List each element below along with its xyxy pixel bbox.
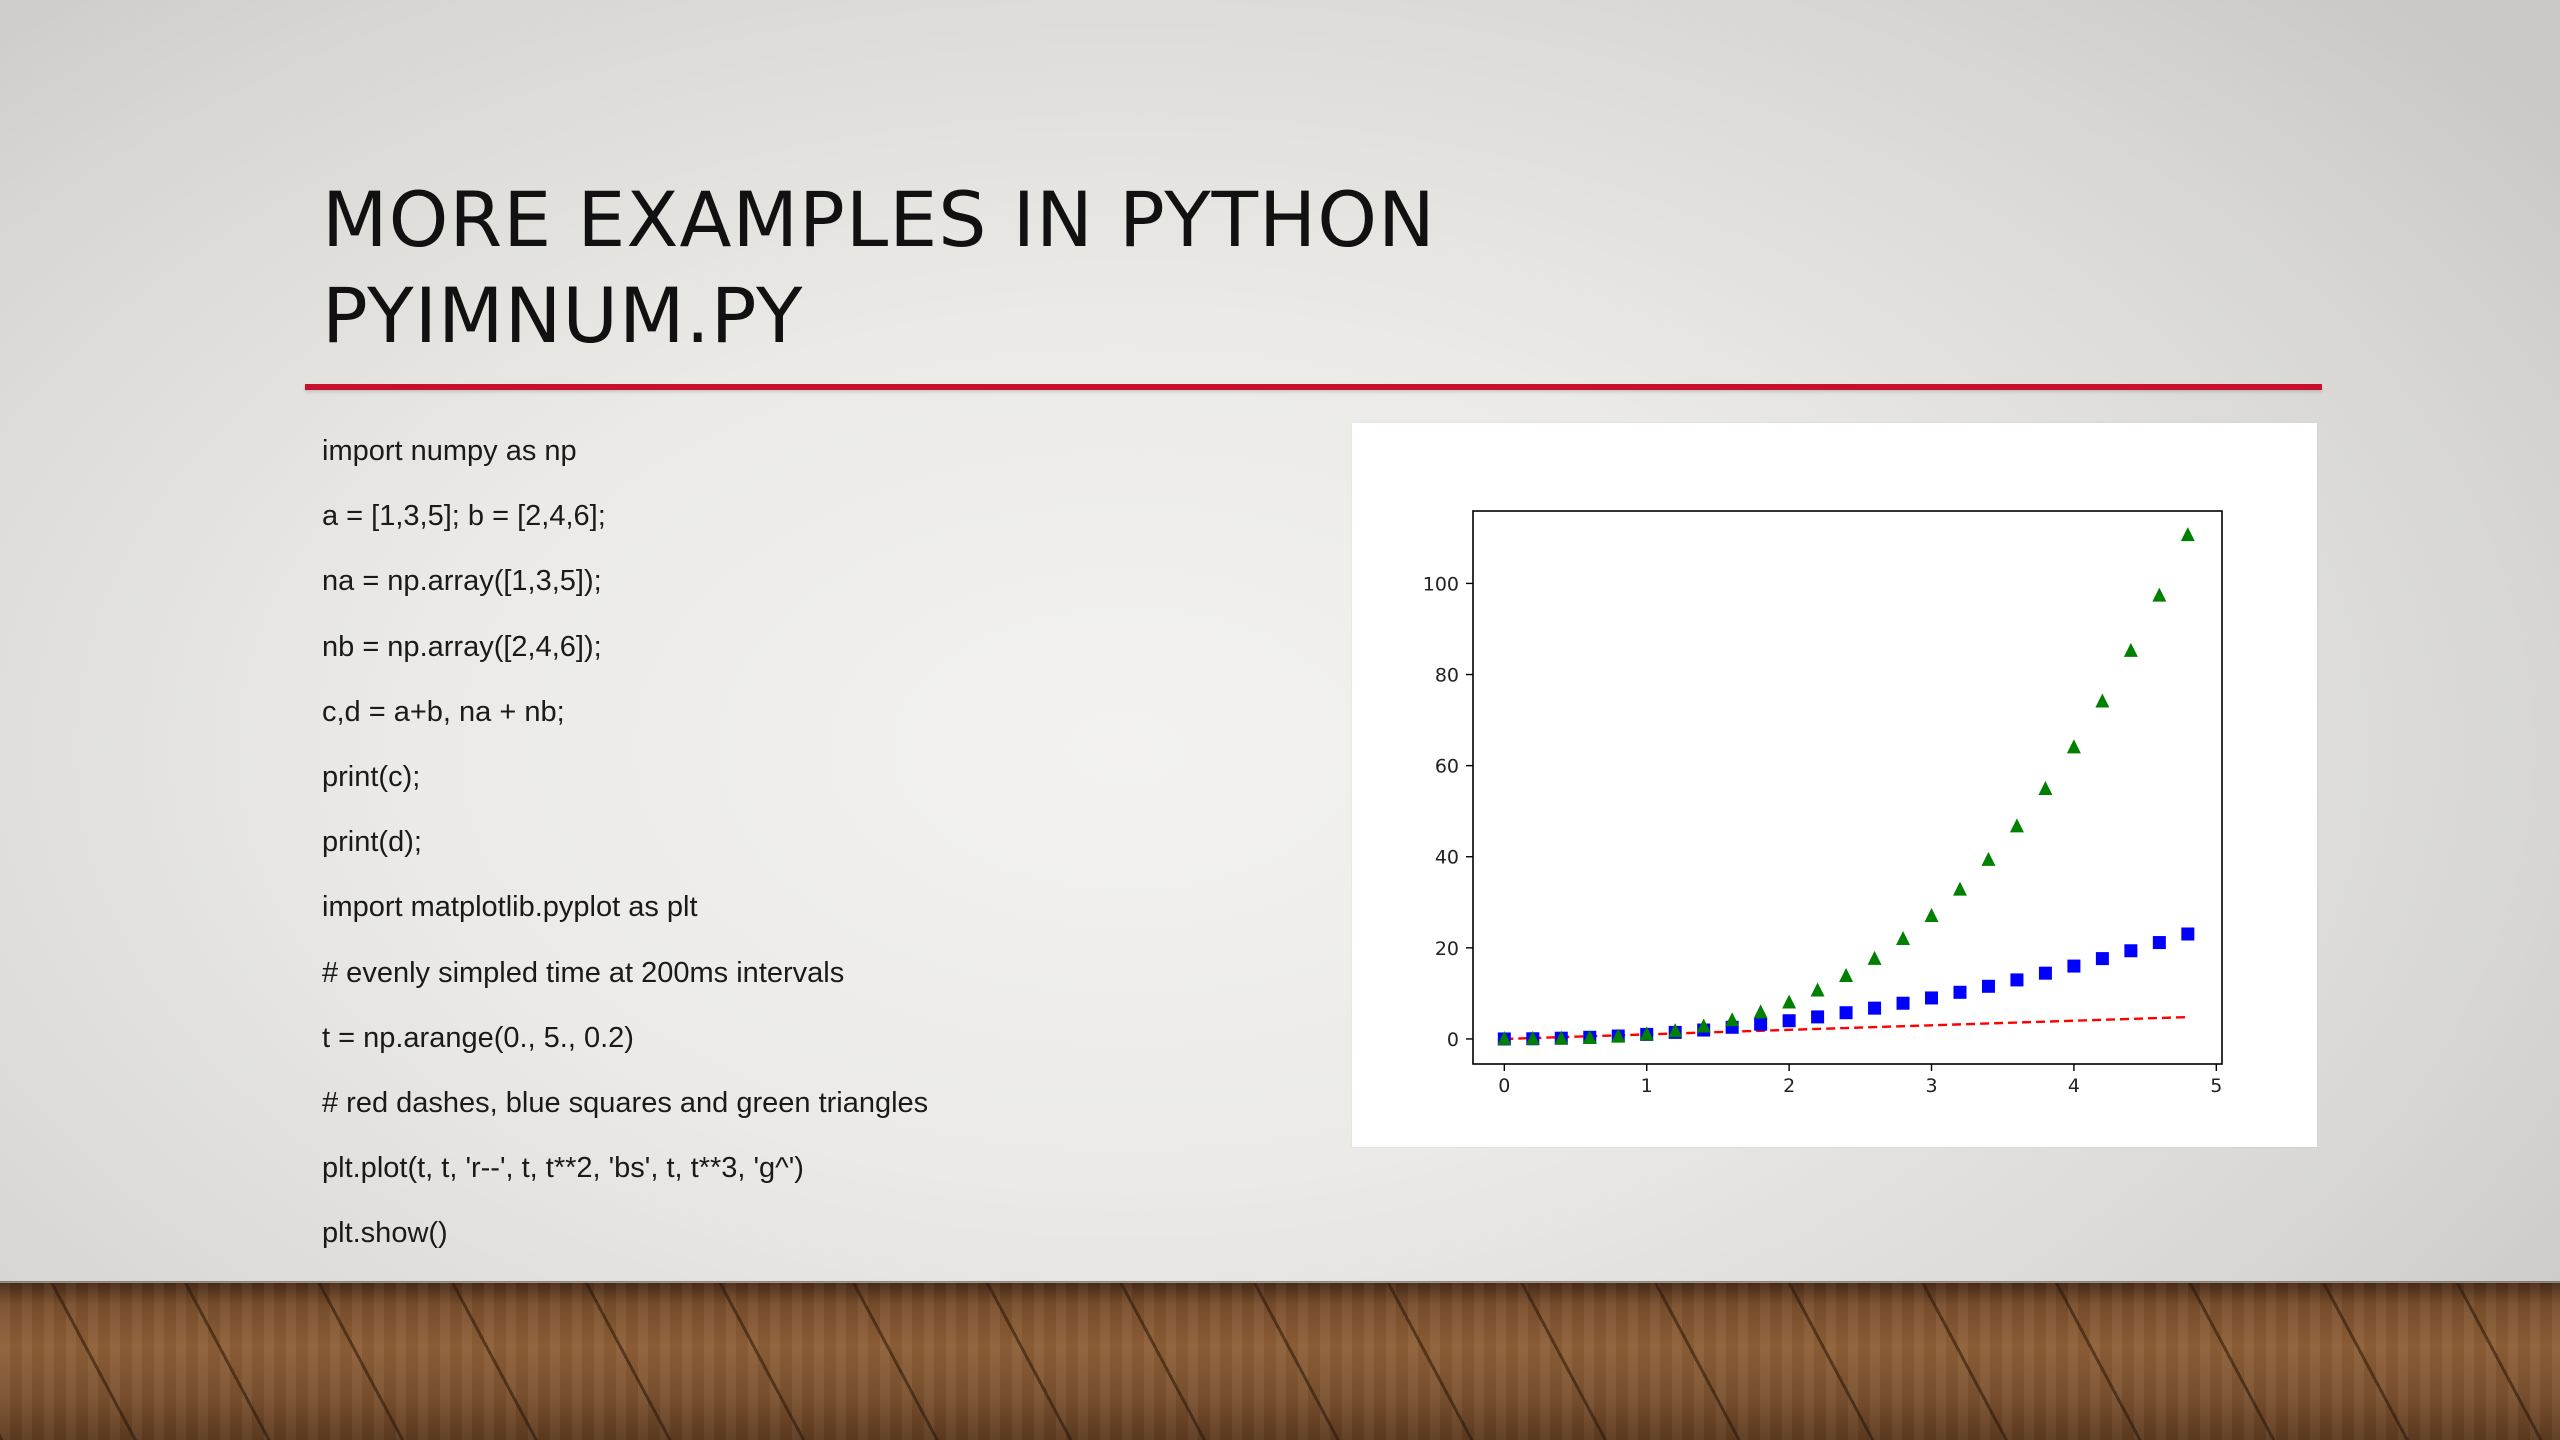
y-tick-label: 80 xyxy=(1435,665,1459,687)
point-green-triangle xyxy=(2038,780,2053,795)
x-tick-label: 3 xyxy=(1925,1075,1937,1097)
code-line: na = np.array([1,3,5]); xyxy=(322,565,602,598)
title-divider xyxy=(305,384,2322,390)
point-green-triangle xyxy=(1810,982,1825,997)
y-tick-label: 0 xyxy=(1447,1029,1459,1051)
slide-title-line-1: MORE EXAMPLES IN PYTHON xyxy=(322,175,1436,264)
point-green-triangle xyxy=(2180,527,2195,542)
series-line-red-dashes xyxy=(1504,1015,2188,1041)
code-line: plt.show() xyxy=(322,1217,448,1250)
point-blue-square xyxy=(1782,1014,1796,1028)
y-tick-label: 20 xyxy=(1435,938,1459,960)
point-green-triangle xyxy=(1782,994,1797,1009)
plot-figure: 0 1 2 3 4 5 0 20 40 60 80 100 xyxy=(1352,423,2317,1147)
code-line: plt.plot(t, t, 'r--', t, t**2, 'bs', t, … xyxy=(322,1152,804,1185)
code-line: import numpy as np xyxy=(322,435,577,467)
point-green-triangle xyxy=(1554,1030,1569,1045)
code-line: import matplotlib.pyplot as plt xyxy=(322,891,698,924)
code-line: # evenly simpled time at 200ms intervals xyxy=(322,956,845,989)
point-blue-square xyxy=(1839,1006,1853,1020)
point-green-triangle xyxy=(1952,881,1967,896)
y-tick-label: 60 xyxy=(1435,756,1459,778)
x-tick-label: 4 xyxy=(2068,1075,2080,1097)
code-line: t = np.arange(0., 5., 0.2) xyxy=(322,1021,634,1054)
point-green-triangle xyxy=(2123,642,2138,657)
point-green-triangle xyxy=(1753,1004,1768,1019)
y-tick-label: 40 xyxy=(1435,847,1459,869)
slide-title: MORE EXAMPLES IN PYTHON PYIMNUM.PY xyxy=(322,172,1436,364)
point-blue-square xyxy=(1981,979,1995,993)
x-tick-label: 0 xyxy=(1498,1075,1510,1097)
point-green-triangle xyxy=(1839,967,1854,982)
code-listing: import numpy as np a = [1,3,5]; b = [2,4… xyxy=(322,428,928,1275)
x-tick-label: 2 xyxy=(1783,1075,1795,1097)
point-green-triangle xyxy=(1497,1030,1512,1045)
point-green-triangle xyxy=(1924,907,1939,922)
point-green-triangle xyxy=(2152,587,2167,602)
point-green-triangle xyxy=(1696,1018,1711,1033)
point-green-triangle xyxy=(1668,1023,1683,1038)
point-blue-square xyxy=(2010,973,2024,987)
point-green-triangle xyxy=(1639,1026,1654,1041)
plot-chart: 0 1 2 3 4 5 0 20 40 60 80 100 xyxy=(1423,510,2223,1097)
code-line: print(d); xyxy=(322,826,422,859)
y-tick-label: 100 xyxy=(1423,573,1459,595)
point-blue-square xyxy=(1811,1010,1825,1024)
point-green-triangle xyxy=(1896,930,1911,945)
code-line: nb = np.array([2,4,6]); xyxy=(322,630,602,663)
point-blue-square xyxy=(2124,944,2138,958)
point-green-triangle xyxy=(1867,950,1882,965)
point-green-triangle xyxy=(2066,739,2081,754)
point-blue-square xyxy=(2152,936,2166,950)
wooden-floor xyxy=(0,1283,2560,1440)
point-green-triangle xyxy=(1525,1030,1540,1045)
code-line: print(c); xyxy=(322,760,421,793)
point-blue-square xyxy=(1925,991,1939,1005)
point-blue-square xyxy=(2181,927,2195,941)
point-green-triangle xyxy=(2009,818,2024,833)
x-tick-label: 5 xyxy=(2210,1075,2222,1097)
code-line: # red dashes, blue squares and green tri… xyxy=(322,1086,929,1119)
point-green-triangle xyxy=(1611,1028,1626,1043)
point-blue-square xyxy=(2067,959,2081,973)
code-line: c,d = a+b, na + nb; xyxy=(322,695,565,728)
slide-title-line-2: PYIMNUM.PY xyxy=(322,271,804,360)
point-green-triangle xyxy=(2095,693,2110,708)
point-blue-square xyxy=(1953,985,1967,999)
point-green-triangle xyxy=(1981,851,1996,866)
x-tick-label: 1 xyxy=(1641,1075,1653,1097)
plot-area-frame xyxy=(1472,510,2223,1065)
point-blue-square xyxy=(1896,996,1910,1010)
point-green-triangle xyxy=(1725,1012,1740,1027)
point-blue-square xyxy=(2095,952,2109,966)
code-line: a = [1,3,5]; b = [2,4,6]; xyxy=(322,500,606,533)
point-blue-square xyxy=(2038,966,2052,980)
point-blue-square xyxy=(1754,1017,1768,1031)
point-green-triangle xyxy=(1582,1029,1597,1044)
point-blue-square xyxy=(1868,1001,1882,1015)
